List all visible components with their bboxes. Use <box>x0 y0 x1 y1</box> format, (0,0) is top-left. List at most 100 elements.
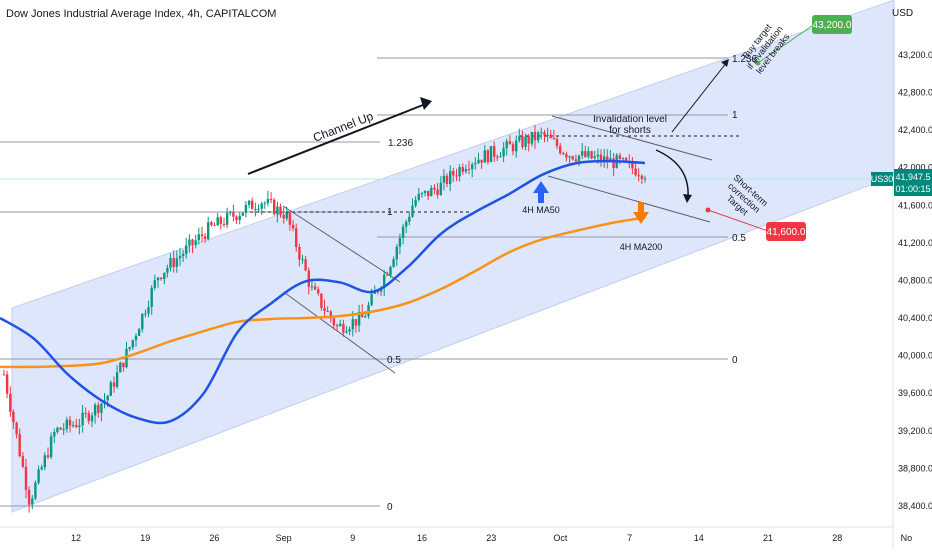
buy-target-dot <box>755 60 761 66</box>
candle-body <box>593 156 596 159</box>
aug-falling-channel-top <box>282 205 401 283</box>
candle-body <box>420 192 424 194</box>
candle-body <box>612 158 615 168</box>
candle-body <box>100 403 103 413</box>
candle-body <box>354 319 358 326</box>
candle-body <box>317 289 320 294</box>
candle-body <box>637 175 640 177</box>
candle-body <box>540 132 543 134</box>
candle-body <box>159 277 163 279</box>
x-tick-label: 7 <box>627 533 632 543</box>
candle-body <box>273 199 276 215</box>
candle-body <box>621 158 625 160</box>
channel-up-arrow <box>247 102 429 175</box>
candle-body <box>122 362 125 368</box>
candle-body <box>141 313 144 330</box>
candle-body <box>313 286 317 290</box>
currency-label[interactable]: USD <box>892 8 914 19</box>
invalidation-label-line1: Invalidation level <box>593 114 667 125</box>
candle-body <box>112 382 116 387</box>
candle-body <box>169 258 172 268</box>
candle-body <box>618 155 622 159</box>
candle-body <box>229 212 232 214</box>
candle-body <box>222 224 226 225</box>
y-tick-label: 41,200.0 <box>898 238 932 248</box>
candle-body <box>232 212 235 217</box>
candle-body <box>247 200 251 205</box>
candle-body <box>298 247 301 260</box>
candle-body <box>505 141 508 149</box>
candle-body <box>207 222 210 240</box>
candle-body <box>137 329 141 336</box>
candle-body <box>530 131 534 144</box>
candle-body <box>241 212 244 216</box>
y-axis[interactable]: 43,200.0 42,800.0 42,400.0 42,000.0 41,600.0… <box>898 50 932 511</box>
candle-body <box>310 286 314 288</box>
x-tick-label: 16 <box>417 533 427 543</box>
candle-body <box>115 372 119 387</box>
candle-body <box>524 136 527 147</box>
candle-body <box>549 134 552 139</box>
candle-body <box>276 206 279 215</box>
candle-body <box>577 155 581 162</box>
candle-body <box>134 335 138 341</box>
candle-body <box>376 291 380 293</box>
candle-body <box>361 312 364 318</box>
ma50-label: 4H MA50 <box>522 205 560 215</box>
correction-curve-arrowhead <box>683 194 692 203</box>
candle-body <box>307 270 310 287</box>
correction-target-value: 41,600.0 <box>767 227 806 238</box>
candle-body <box>213 224 216 226</box>
y-tick-label: 39,600.0 <box>898 388 932 398</box>
candle-body <box>483 150 486 163</box>
candle-body <box>263 203 266 205</box>
candle-body <box>603 156 606 162</box>
ma200-label: 4H MA200 <box>620 242 663 252</box>
fib-left-1-label: 1 <box>387 207 393 218</box>
candle-body <box>71 425 75 426</box>
price-tag <box>894 169 932 196</box>
candle-body <box>449 171 452 185</box>
candle-body <box>521 136 524 148</box>
candle-body <box>238 215 241 220</box>
candle-body <box>398 237 402 247</box>
fib-right-1-label: 1 <box>732 110 738 121</box>
candle-body <box>518 136 521 141</box>
candle-body <box>175 258 178 267</box>
candle-body <box>188 239 191 246</box>
candle-body <box>640 175 644 179</box>
candle-body <box>433 187 436 190</box>
candle-body <box>471 164 474 170</box>
candle-body <box>260 203 263 209</box>
candle-body <box>496 156 499 158</box>
candle-body <box>442 175 446 183</box>
ma50-arrow <box>533 181 549 203</box>
x-tick-label: 21 <box>763 533 773 543</box>
candle-body <box>477 159 480 164</box>
x-tick-label: 9 <box>350 533 355 543</box>
candle-body <box>493 146 496 157</box>
buy-target-arrow <box>671 61 728 133</box>
symbol-tag <box>871 172 893 186</box>
candle-body <box>401 226 405 238</box>
candle-body <box>455 175 458 177</box>
candle-body <box>587 151 590 157</box>
candle-body <box>216 217 219 226</box>
candle-body <box>515 140 518 152</box>
candle-body <box>257 208 260 210</box>
candle-body <box>631 161 634 169</box>
candle-body <box>348 329 351 332</box>
candle-body <box>106 395 109 401</box>
candle-body <box>150 287 153 307</box>
x-axis[interactable]: 12 19 26 Sep 9 16 23 Oct 7 14 21 28 No <box>71 533 912 543</box>
candle-body <box>285 212 288 219</box>
candle-body <box>46 455 50 458</box>
candle-body <box>562 153 565 155</box>
candle-body <box>97 404 100 413</box>
candle-body <box>43 455 46 468</box>
candle-body <box>27 489 31 505</box>
candle-body <box>364 316 367 318</box>
invalidation-label-line2: for shorts <box>609 125 651 136</box>
